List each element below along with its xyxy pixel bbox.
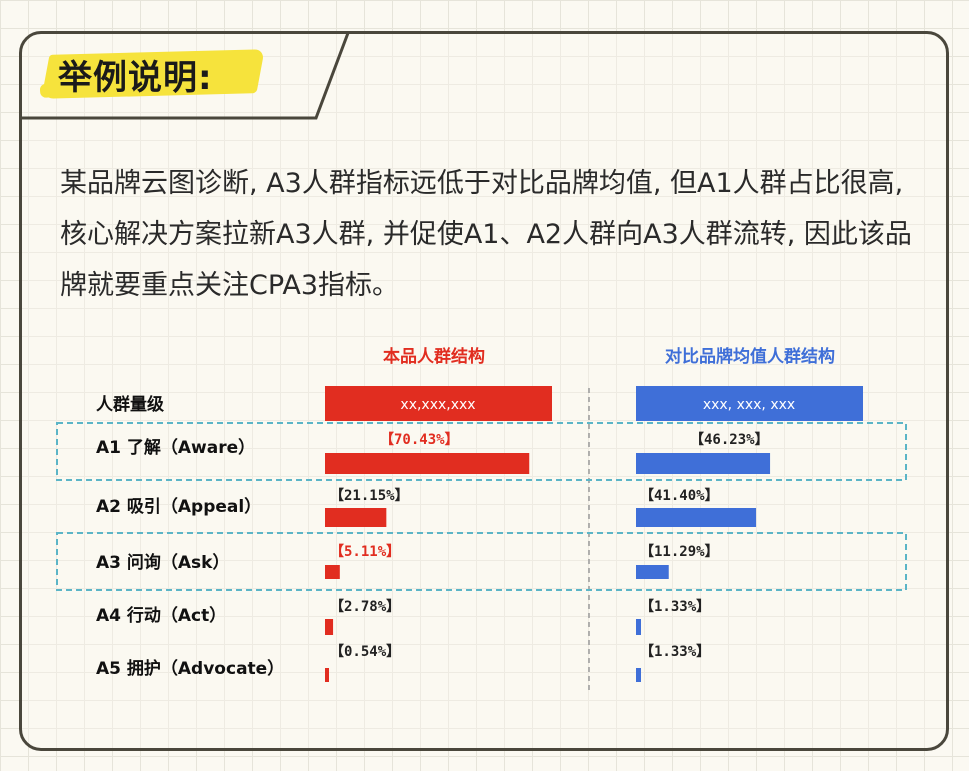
- data-label-own-a2: 【21.15%】: [330, 488, 409, 504]
- header-tab-outline: [22, 32, 350, 120]
- data-label-own-a1: 【70.43%】: [380, 432, 459, 448]
- row-label-a5: A5 拥护（Advocate）: [96, 658, 284, 679]
- scale-value-own: xx,xxx,xxx: [400, 397, 475, 413]
- row-label-a4: A4 行动（Act）: [96, 605, 226, 626]
- data-label-compare-a3: 【11.29%】: [640, 544, 719, 560]
- data-label-compare-a5: 【1.33%】: [640, 644, 710, 660]
- bar-own-a4: [325, 619, 334, 635]
- data-label-own-a5: 【0.54%】: [330, 644, 400, 660]
- data-label-own-a4: 【2.78%】: [330, 599, 400, 615]
- bar-own-a3: [325, 565, 340, 579]
- bar-compare-a2: [636, 508, 757, 527]
- data-label-own-a3: 【5.11%】: [330, 544, 400, 560]
- row-label-a2: A2 吸引（Appeal）: [96, 496, 261, 517]
- row-label-scale: 人群量级: [96, 394, 164, 415]
- data-label-compare-a2: 【41.40%】: [640, 488, 719, 504]
- bar-own-a1: [325, 453, 530, 474]
- highlight-box-3: [56, 532, 907, 591]
- row-label-a3: A3 问询（Ask）: [96, 552, 230, 573]
- bar-compare-a4: [636, 619, 641, 635]
- page-title: 举例说明:: [58, 58, 213, 98]
- scale-bar-compare: [636, 386, 863, 421]
- bar-compare-a5: [636, 668, 641, 682]
- data-label-compare-a1: 【46.23%】: [690, 432, 769, 448]
- intro-paragraph: 某品牌云图诊断, A3人群指标远低于对比品牌均值, 但A1人群占比很高, 核心解…: [60, 168, 912, 301]
- series-title-compare: 对比品牌均值人群结构: [665, 346, 835, 367]
- scale-bar-own: [325, 386, 552, 421]
- bar-own-a2: [325, 508, 387, 527]
- scale-value-compare: xxx, xxx, xxx: [703, 397, 795, 413]
- bar-compare-a1: [636, 453, 771, 474]
- series-title-own: 本品人群结构: [383, 346, 485, 367]
- row-label-a1: A1 了解（Aware）: [96, 437, 255, 458]
- bar-compare-a3: [636, 565, 669, 579]
- data-label-compare-a4: 【1.33%】: [640, 599, 710, 615]
- bar-own-a5: [325, 668, 329, 682]
- highlight-box-1: [56, 422, 907, 481]
